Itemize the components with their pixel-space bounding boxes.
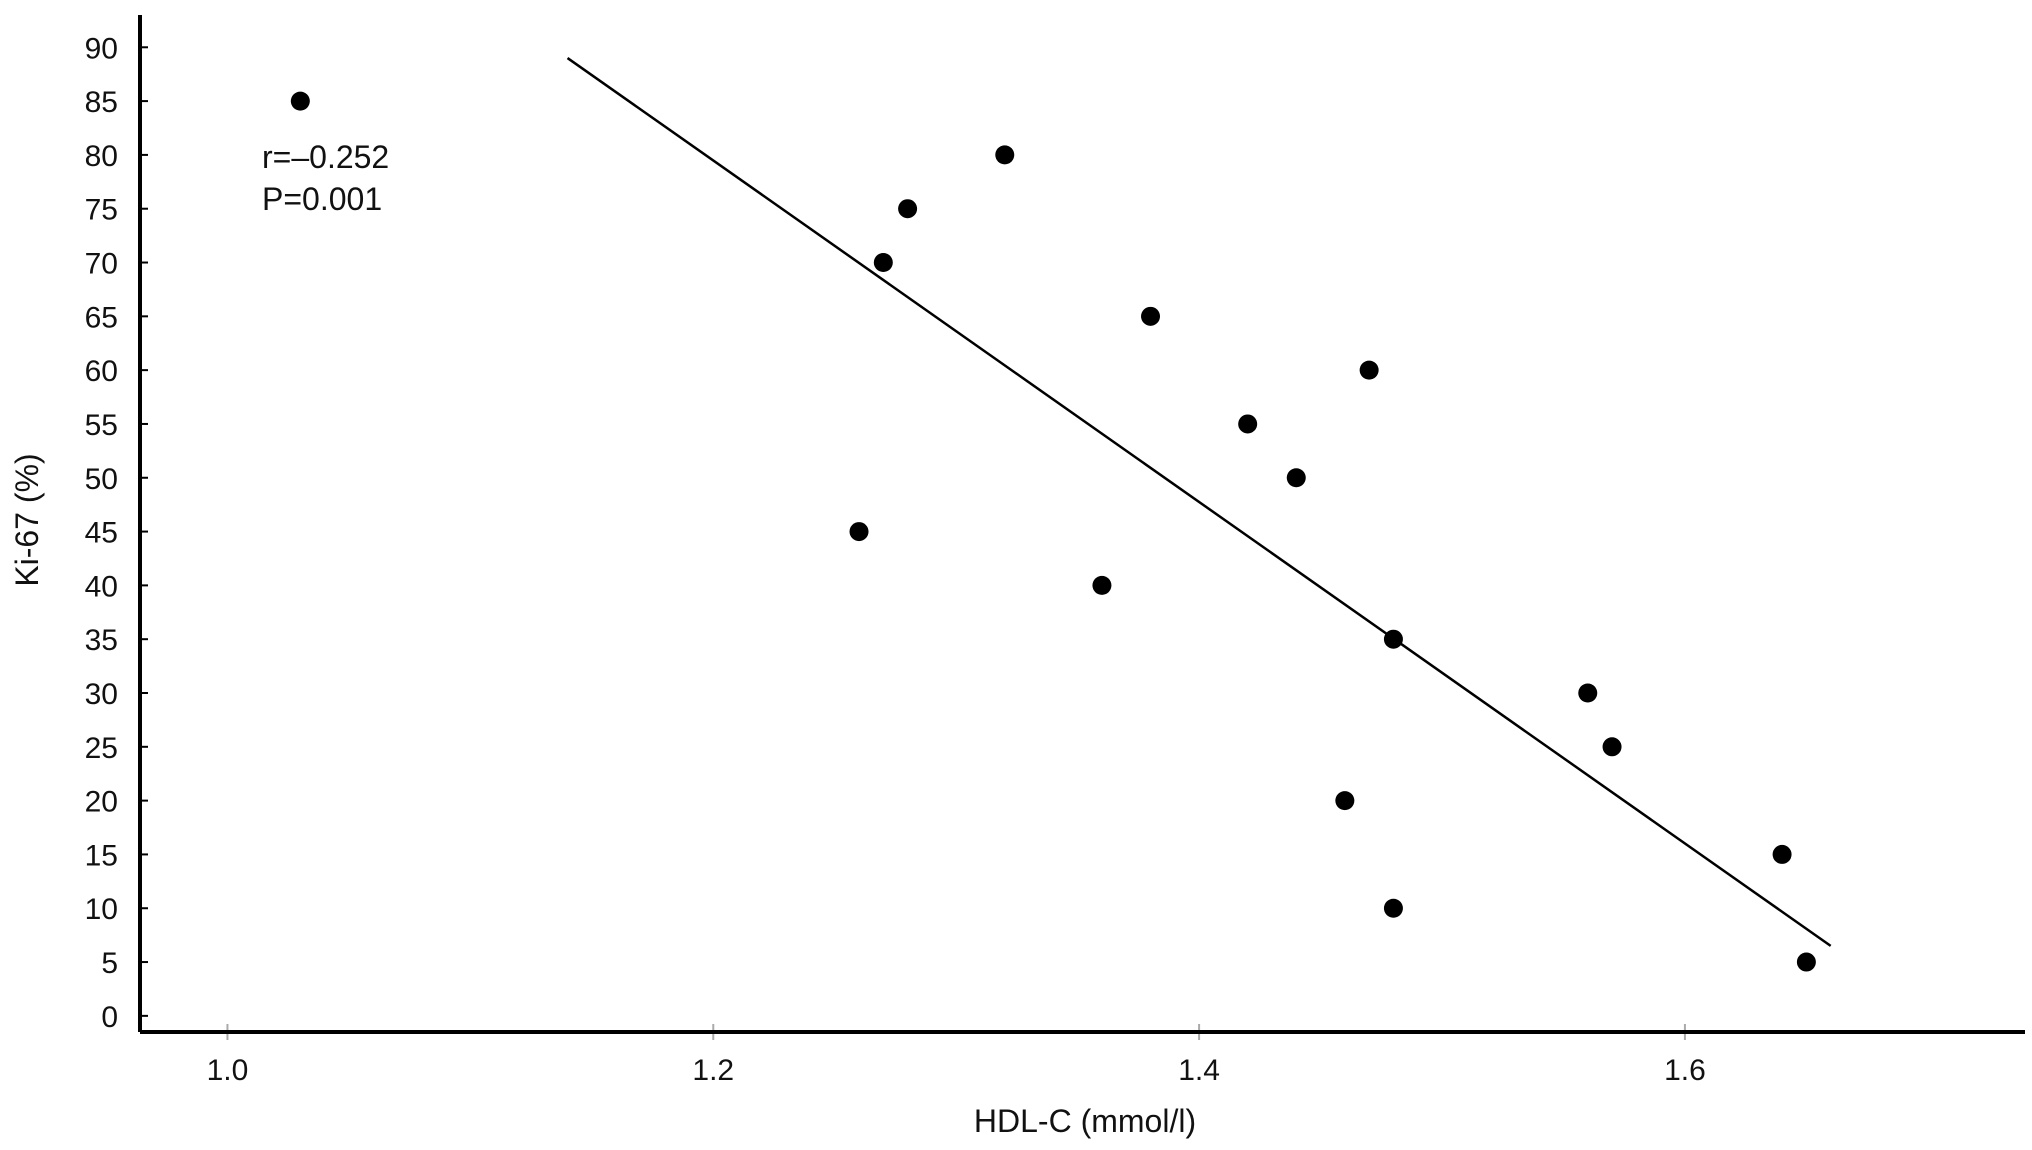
data-point: [1286, 468, 1306, 488]
y-tick-label: 0: [101, 1001, 118, 1034]
y-tick-label: 80: [85, 140, 118, 173]
p-value-annotation: P=0.001: [262, 181, 382, 217]
y-tick-label: 70: [85, 248, 118, 281]
data-point: [1141, 306, 1161, 326]
data-points: [290, 91, 1816, 972]
y-tick-label: 10: [85, 893, 118, 926]
y-tick-label: 5: [101, 947, 118, 980]
data-point: [1796, 952, 1816, 972]
data-point: [1383, 898, 1403, 918]
data-point: [1359, 360, 1379, 380]
y-tick-label: 75: [85, 194, 118, 227]
data-point: [1772, 844, 1792, 864]
data-point: [1238, 414, 1258, 434]
y-tick-label: 15: [85, 839, 118, 872]
y-axis-title: Ki-67 (%): [9, 453, 45, 586]
data-point: [1335, 791, 1355, 811]
regression-line: [566, 57, 1832, 947]
y-tick-label: 30: [85, 678, 118, 711]
x-tick-label: 1.2: [692, 1054, 734, 1087]
x-axis-title: HDL-C (mmol/l): [974, 1103, 1196, 1139]
y-tick-label: 60: [85, 355, 118, 388]
y-tick-label: 45: [85, 517, 118, 550]
y-tick-label: 85: [85, 86, 118, 119]
y-tick-label: 40: [85, 570, 118, 603]
x-tick-label: 1.4: [1178, 1054, 1220, 1087]
y-tick-label: 25: [85, 732, 118, 765]
y-tick-label: 20: [85, 786, 118, 819]
data-point: [1578, 683, 1598, 703]
y-tick-label: 55: [85, 409, 118, 442]
data-point: [290, 91, 310, 111]
data-point: [1383, 629, 1403, 649]
x-tick-label: 1.6: [1664, 1054, 1706, 1087]
data-point: [1602, 737, 1622, 757]
data-point: [873, 253, 893, 273]
y-tick-label: 50: [85, 463, 118, 496]
data-point: [849, 522, 869, 542]
y-tick-label: 65: [85, 301, 118, 334]
data-point: [898, 199, 918, 219]
y-tick-label: 90: [85, 32, 118, 65]
y-axis-ticks: 0 5 10 15 20 25 30 35 40 45 50 55 60 65 70 75 80 85 90: [85, 32, 148, 1034]
correlation-annotation: r=–0.252: [262, 139, 389, 175]
data-point: [1092, 575, 1112, 595]
x-tick-label: 1.0: [207, 1054, 249, 1087]
y-tick-label: 35: [85, 624, 118, 657]
data-point: [995, 145, 1015, 165]
